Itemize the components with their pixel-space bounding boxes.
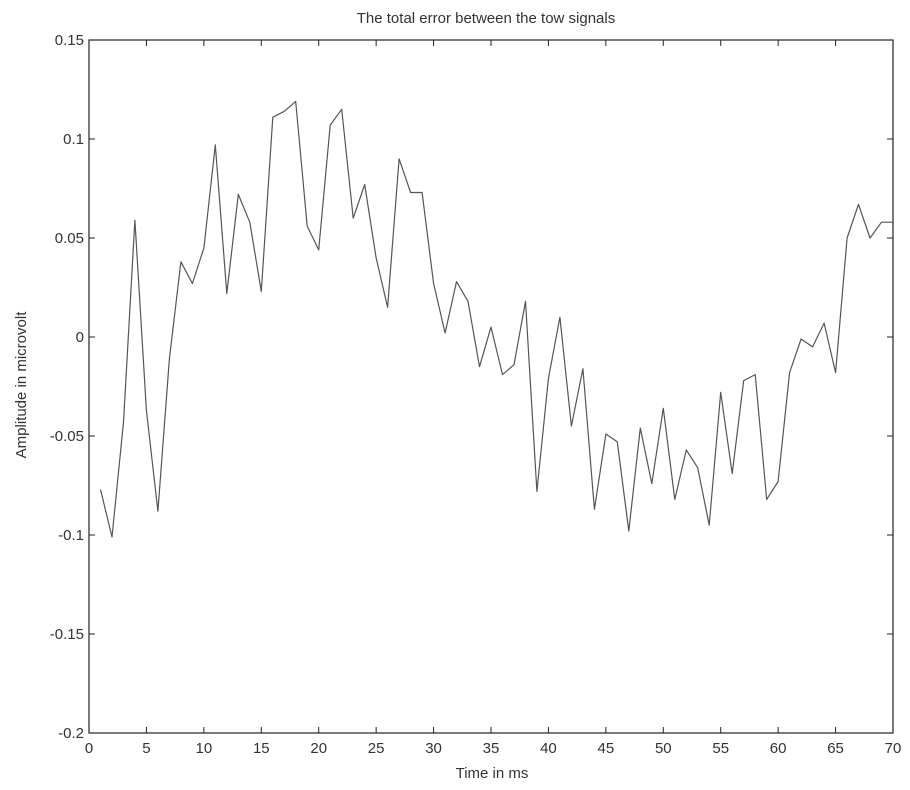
chart-title: The total error between the tow signals (357, 10, 615, 27)
x-tick-label: 50 (655, 740, 672, 757)
plot-area-frame (88, 39, 894, 734)
y-tick-label: -0.15 (50, 626, 84, 643)
y-tick-label: 0 (76, 329, 84, 346)
y-tick-label: 0.05 (55, 230, 84, 247)
y-tick-label: -0.2 (58, 725, 84, 742)
x-tick-label: 45 (598, 740, 615, 757)
x-tick-label: 10 (196, 740, 213, 757)
series-group (99, 100, 893, 538)
x-axis-ticks: 0 5 10 15 20 25 30 35 40 45 50 55 60 65 70 (85, 40, 902, 757)
x-tick-label: 30 (425, 740, 442, 757)
y-axis-ticks: 0.15 0.1 0.05 0 -0.05 -0.1 -0.15 -0.2 (50, 32, 893, 742)
series-line (99, 100, 893, 538)
y-tick-label: 0.15 (55, 32, 84, 49)
y-tick-label: -0.05 (50, 428, 84, 445)
x-tick-label: 40 (540, 740, 557, 757)
y-axis-label: Amplitude in microvolt (13, 311, 30, 459)
x-axis-label: Time in ms (456, 765, 529, 782)
x-tick-label: 55 (712, 740, 729, 757)
x-tick-label: 15 (253, 740, 270, 757)
x-tick-label: 0 (85, 740, 93, 757)
x-tick-label: 35 (483, 740, 500, 757)
x-tick-label: 65 (827, 740, 844, 757)
y-tick-label: 0.1 (63, 131, 84, 148)
x-tick-label: 60 (770, 740, 787, 757)
y-tick-label: -0.1 (58, 527, 84, 544)
x-tick-label: 20 (310, 740, 327, 757)
x-tick-label: 25 (368, 740, 385, 757)
x-tick-label: 5 (142, 740, 150, 757)
x-tick-label: 70 (885, 740, 902, 757)
